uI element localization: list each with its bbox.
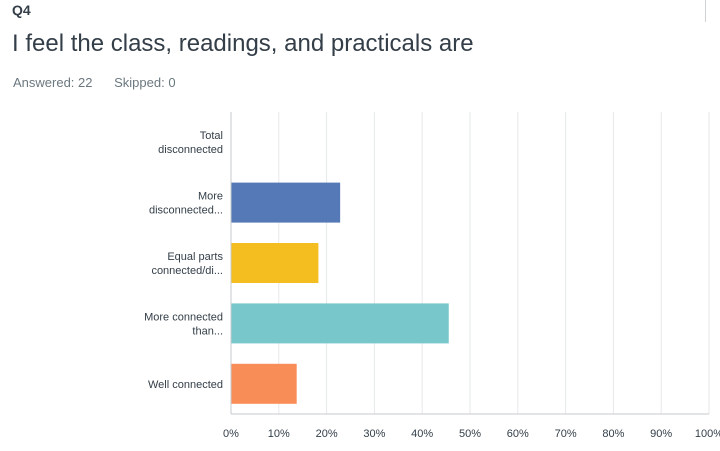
skipped-count: Skipped: 0 [114, 75, 176, 90]
question-title: I feel the class, readings, and practica… [12, 30, 474, 57]
category-label: Total [200, 130, 223, 142]
category-label: connected/di... [151, 265, 223, 277]
bar [231, 182, 341, 223]
x-tick-label: 30% [363, 428, 385, 440]
category-label: Well connected [148, 379, 223, 391]
response-stats: Answered: 22 Skipped: 0 [13, 75, 194, 90]
category-label: Equal parts [167, 251, 223, 263]
x-tick-label: 60% [507, 428, 529, 440]
x-tick-label: 0% [223, 428, 239, 440]
category-label: disconnected [158, 144, 223, 156]
category-label: More connected [144, 311, 223, 323]
x-tick-label: 40% [411, 428, 433, 440]
bar [231, 303, 449, 344]
answered-count: Answered: 22 [13, 75, 93, 90]
bar [231, 243, 319, 283]
category-label: More [198, 191, 223, 203]
x-tick-label: 20% [316, 428, 338, 440]
question-number: Q4 [12, 2, 31, 18]
x-tick-label: 80% [602, 428, 624, 440]
x-tick-label: 10% [268, 428, 290, 440]
x-tick-label: 70% [555, 428, 577, 440]
bar [231, 363, 297, 404]
panel-edge [705, 0, 706, 22]
category-label: disconnected... [149, 205, 223, 217]
x-tick-label: 90% [650, 428, 672, 440]
x-tick-label: 50% [459, 428, 481, 440]
x-tick-label: 100% [695, 428, 720, 440]
category-label: than... [192, 325, 223, 337]
